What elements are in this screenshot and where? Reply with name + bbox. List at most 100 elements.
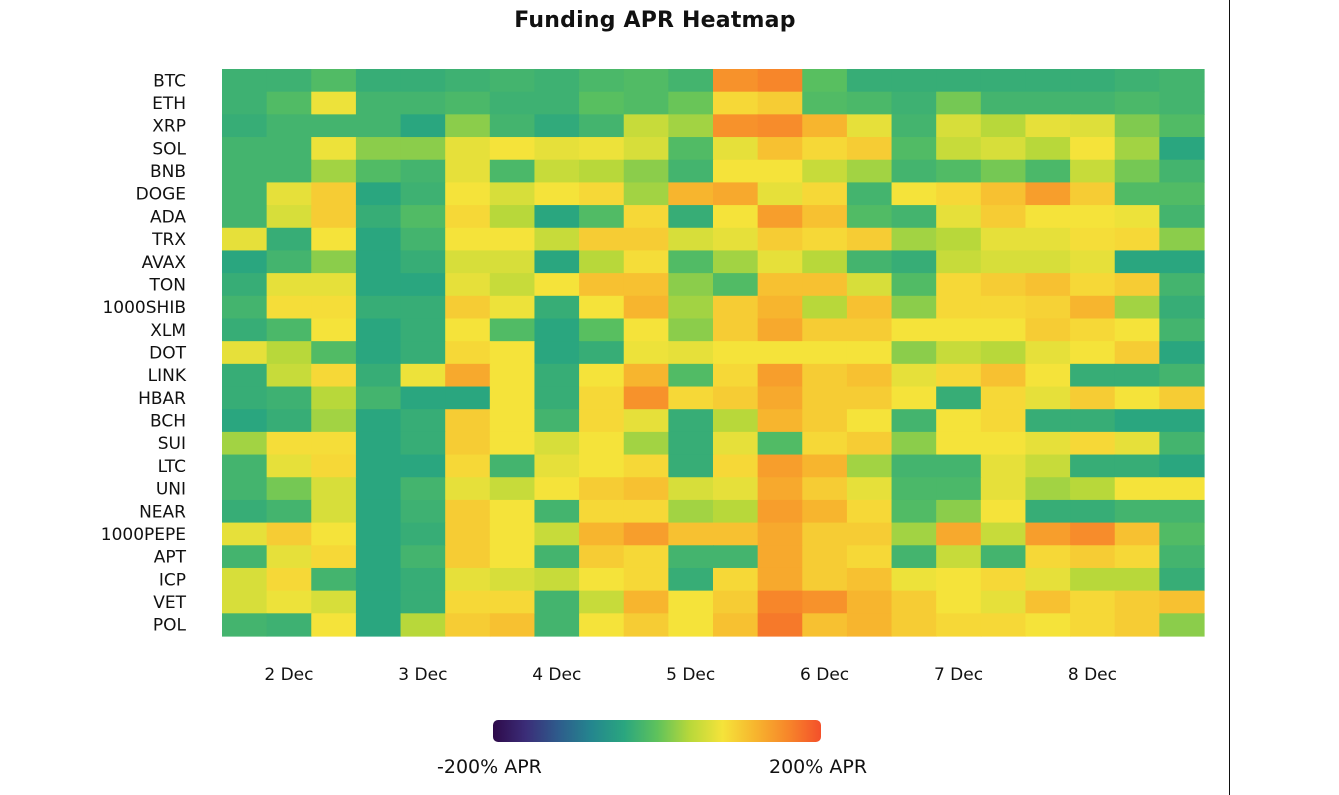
heatmap-cell [489,590,536,614]
heatmap-cell [936,159,982,183]
heatmap-cell [980,431,1027,456]
heatmap-cell [802,613,848,637]
heatmap-cell [1070,613,1116,637]
heatmap-cell [936,341,982,365]
heatmap-cell [579,273,625,297]
heatmap-cell [579,567,625,592]
heatmap-cell [489,227,536,252]
heatmap-cell [1025,318,1071,342]
heatmap-cell [534,386,580,410]
heatmap-cell [891,295,937,320]
heatmap-cell [489,522,536,546]
x-tick-label: 4 Dec [532,665,581,685]
heatmap-cell [534,159,580,183]
heatmap-cell [222,182,268,206]
heatmap-cell [802,205,848,229]
heatmap-cell [400,182,446,206]
heatmap-cells [222,69,1205,637]
heatmap-cell [668,182,714,206]
heatmap-cell [1114,273,1160,297]
heatmap-cell [311,341,357,365]
heatmap-cell [623,477,669,501]
heatmap-cell [400,159,446,183]
heatmap-cell [534,227,580,252]
heatmap-cell [489,273,536,297]
heatmap-cell [445,499,491,524]
row-label: BTC [153,71,186,91]
heatmap-cell [757,250,803,274]
heatmap-cell [311,250,357,274]
heatmap-cell [668,409,714,433]
heatmap-cell [846,567,893,592]
heatmap-cell [445,590,491,614]
heatmap-cell [757,431,803,456]
row-label: 1000PEPE [101,525,186,545]
heatmap-cell [1025,227,1071,252]
heatmap-cell [1159,227,1205,252]
heatmap-cell [355,91,402,115]
heatmap-cell [311,91,357,115]
heatmap-cell [668,273,714,297]
heatmap-cell [802,91,848,115]
heatmap-cell [891,69,937,93]
heatmap-cell [1025,182,1071,206]
heatmap-cell [846,69,893,93]
heatmap-cell [445,454,491,478]
heatmap-cell [1159,159,1205,183]
heatmap-cell [266,137,312,161]
heatmap-cell [802,341,848,365]
heatmap-cell [400,409,446,433]
heatmap-cell [757,567,803,592]
row-label: XRP [152,117,186,137]
heatmap-cell [489,295,536,320]
heatmap-cell [1114,137,1160,161]
heatmap-cell [445,69,491,93]
heatmap-cell [400,477,446,501]
heatmap-cell [713,409,759,433]
heatmap-cell [668,250,714,274]
heatmap-cell [802,227,848,252]
colorbar-max-label: 200% APR [769,756,868,778]
heatmap-cell [713,499,759,524]
heatmap-cell [579,295,625,320]
heatmap-cell [1070,363,1116,388]
row-label: SUI [158,434,186,454]
heatmap-cell [1114,590,1160,614]
heatmap-cell [891,454,937,478]
heatmap-cell [668,159,714,183]
heatmap-cell [534,545,580,569]
heatmap-cell [355,613,402,637]
heatmap-cell [222,363,268,388]
heatmap-cell [757,590,803,614]
heatmap-cell [1025,590,1071,614]
heatmap-cell [489,363,536,388]
heatmap-cell [311,590,357,614]
heatmap-cell [1070,114,1116,138]
heatmap-cell [1070,295,1116,320]
heatmap-cell [1114,409,1160,433]
heatmap-cell [1070,431,1116,456]
heatmap-cell [266,114,312,138]
heatmap-cell [222,613,268,637]
heatmap-cell [400,250,446,274]
heatmap-cell [1025,159,1071,183]
heatmap-cell [802,363,848,388]
heatmap-cell [802,409,848,433]
heatmap-cell [802,295,848,320]
row-label: ADA [150,207,186,227]
heatmap-cell [1070,409,1116,433]
heatmap-cell [846,227,893,252]
heatmap-cell [891,250,937,274]
heatmap-cell [400,205,446,229]
x-tick-label: 6 Dec [800,665,849,685]
heatmap-cell [266,409,312,433]
heatmap-cell [311,431,357,456]
heatmap-cell [757,341,803,365]
heatmap-cell [846,613,893,637]
heatmap-cell [311,227,357,252]
heatmap-cell [936,182,982,206]
heatmap-cell [355,386,402,410]
heatmap-cell [1159,363,1205,388]
heatmap-cell [534,137,580,161]
heatmap-cell [311,159,357,183]
